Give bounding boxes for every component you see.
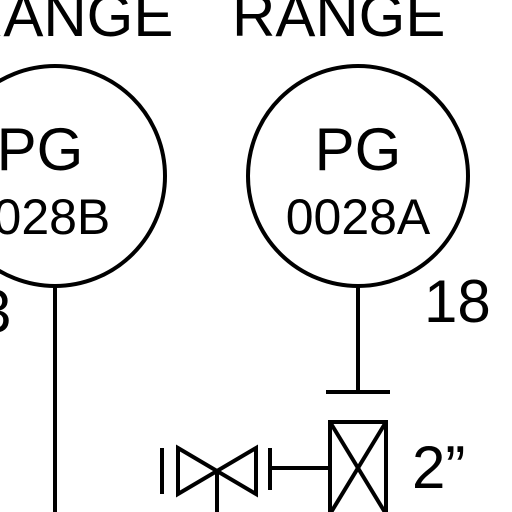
instrument-type-right: PG [315, 116, 402, 183]
line-ref-right: 18 [424, 268, 491, 335]
instrument-bubble-pg-0028b[interactable]: PG 0028B [0, 64, 167, 288]
instrument-number-right: 0028A [286, 189, 431, 245]
valve-x-line-2 [328, 420, 388, 512]
range-label-right: RANGE [232, 0, 445, 49]
instrument-type-left: PG [0, 116, 83, 183]
instrument-bubble-pg-0028a[interactable]: PG 0028A [246, 64, 470, 288]
range-label-left: RANGE [0, 0, 173, 49]
gate-valve-icon[interactable] [160, 444, 258, 512]
line-ref-left: 3 [0, 278, 11, 345]
instrument-number-left: 0028B [0, 189, 110, 245]
block-valve-icon[interactable] [328, 420, 388, 512]
valve-bowtie [176, 444, 258, 498]
pipe-size-label: 2” [412, 434, 465, 501]
